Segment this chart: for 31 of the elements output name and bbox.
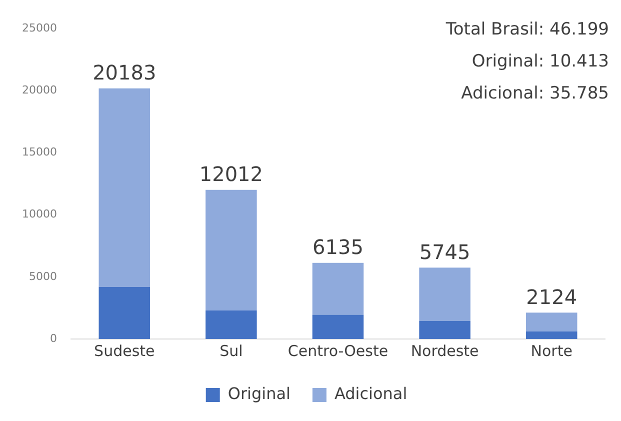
legend-label: Adicional: [334, 384, 408, 404]
bar: [312, 262, 364, 315]
annotation: Adicional: 35.785: [461, 83, 609, 104]
total-label: 12012: [199, 162, 264, 186]
total-label: 5745: [419, 240, 470, 264]
total-label: 20183: [92, 60, 156, 85]
bar: [526, 312, 578, 332]
bar: [526, 332, 578, 339]
x-tick-label: Sul: [220, 342, 243, 360]
y-tick-label: 20000: [22, 84, 57, 97]
bar: [419, 268, 470, 321]
annotation: Total Brasil: 46.199: [444, 19, 609, 40]
bar: [206, 310, 257, 339]
x-tick-label: Norte: [530, 342, 572, 360]
bar: [312, 314, 364, 339]
y-tick-label: 25000: [22, 21, 57, 34]
y-tick-label: 15000: [22, 146, 57, 159]
bar: [206, 190, 257, 310]
x-tick-label: Centro-Oeste: [288, 342, 388, 360]
y-tick-label: 5000: [28, 270, 57, 283]
total-label: 2124: [526, 284, 578, 309]
y-tick-label: 0: [50, 332, 57, 345]
bar: [98, 88, 150, 287]
bar: [98, 286, 150, 339]
annotation: Original: 10.413: [472, 51, 609, 72]
bar: [419, 320, 470, 339]
legend-label: Original: [228, 384, 290, 404]
x-tick-label: Nordeste: [410, 342, 479, 360]
y-tick-label: 10000: [22, 208, 57, 221]
total-label: 6135: [312, 235, 364, 260]
x-tick-label: Sudeste: [94, 342, 155, 360]
